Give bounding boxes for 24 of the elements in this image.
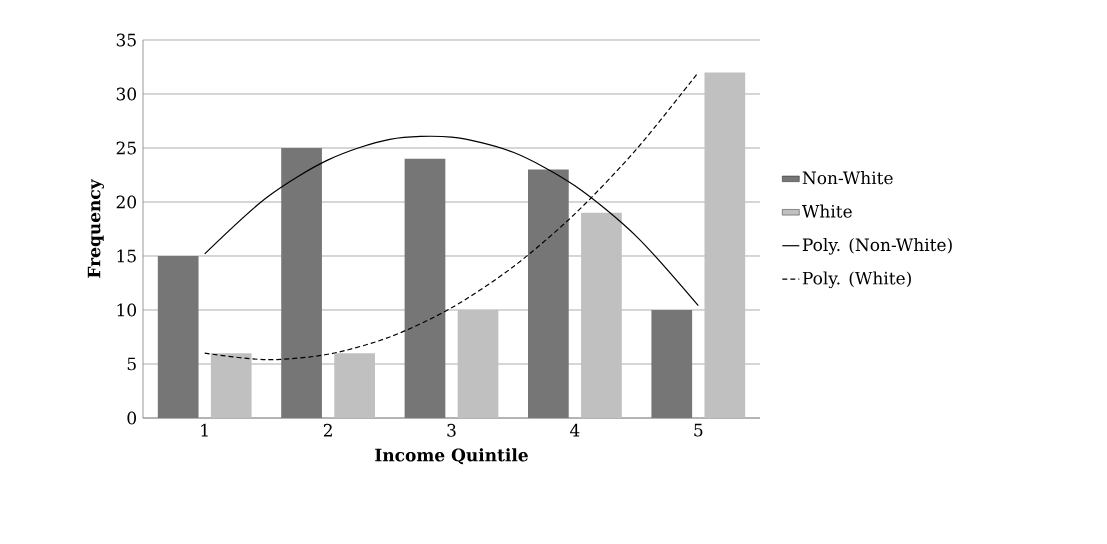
y-tick-label: 0 [127,411,137,425]
y-tick-label: 15 [117,249,136,263]
legend-label: White [801,204,852,218]
x-tick-label: 5 [694,423,703,437]
bar [210,353,252,418]
x-tick-label: 3 [447,423,456,437]
x-tick-label: 1 [201,423,208,437]
x-tick-label: 4 [570,423,580,437]
bar [457,310,499,418]
y-tick-label: 10 [117,303,136,317]
legend-label: Poly. (White) [802,271,911,289]
x-axis-title: Income Quintile [375,448,528,465]
y-tick-label: 30 [116,87,136,101]
x-tick-label: 2 [323,423,332,437]
bar [581,212,622,418]
bar [334,353,375,418]
legend-label: Poly. (Non-White) [802,237,952,255]
y-tick-label: 35 [116,33,136,47]
y-axis-title: Frequency [87,179,104,278]
legend-label: Non-White [802,171,893,185]
y-tick-label: 5 [127,357,136,371]
bar [704,72,746,418]
y-tick-label: 20 [116,195,136,209]
y-tick-label: 25 [116,141,136,155]
